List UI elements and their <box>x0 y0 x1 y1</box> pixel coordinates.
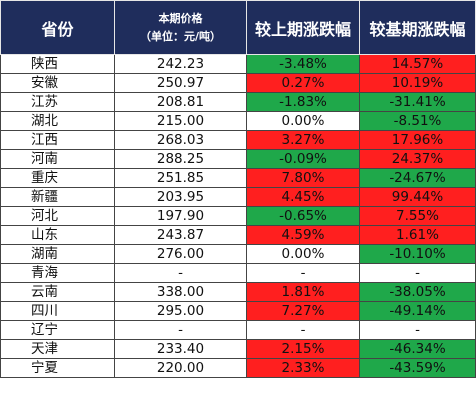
province-cell: 辽宁 <box>0 320 115 340</box>
table-row: 河北 197.90 -0.65% 7.55% <box>0 206 476 226</box>
province-cell: 河北 <box>0 206 115 226</box>
mom-change-cell: 2.15% <box>246 339 360 359</box>
table-header-row: 省份 本期价格 （单位：元/吨） 较上期涨跌幅 较基期涨跌幅 <box>0 0 476 55</box>
price-cell: 338.00 <box>114 282 247 302</box>
mom-change-cell: 1.81% <box>246 282 360 302</box>
province-cell: 云南 <box>0 282 115 302</box>
price-cell: 233.40 <box>114 339 247 359</box>
table-row: 云南 338.00 1.81% -38.05% <box>0 282 476 302</box>
table-row: 江西 268.03 3.27% 17.96% <box>0 130 476 150</box>
header-price-title: 本期价格 <box>158 11 203 25</box>
table-row: 安徽 250.97 0.27% 10.19% <box>0 73 476 93</box>
header-price-unit: （单位：元/吨） <box>139 29 222 43</box>
mom-change-cell: -0.09% <box>246 149 360 169</box>
table-row: 四川 295.00 7.27% -49.14% <box>0 301 476 321</box>
price-cell: 288.25 <box>114 149 247 169</box>
table-row: 新疆 203.95 4.45% 99.44% <box>0 187 476 207</box>
price-cell: 242.23 <box>114 54 247 74</box>
table-row: 湖北 215.00 0.00% -8.51% <box>0 111 476 131</box>
yoy-change-cell: - <box>359 263 476 283</box>
province-cell: 天津 <box>0 339 115 359</box>
mom-change-cell: -1.83% <box>246 92 360 112</box>
mom-change-cell: -3.48% <box>246 54 360 74</box>
price-cell: 215.00 <box>114 111 247 131</box>
yoy-change-cell: -43.59% <box>359 358 476 378</box>
mom-change-cell: 4.59% <box>246 225 360 245</box>
province-cell: 陕西 <box>0 54 115 74</box>
mom-change-cell: 7.27% <box>246 301 360 321</box>
table-row: 陕西 242.23 -3.48% 14.57% <box>0 54 476 74</box>
table-row: 河南 288.25 -0.09% 24.37% <box>0 149 476 169</box>
mom-change-cell: 0.27% <box>246 73 360 93</box>
province-cell: 安徽 <box>0 73 115 93</box>
province-cell: 青海 <box>0 263 115 283</box>
price-cell: 268.03 <box>114 130 247 150</box>
table-row: 江苏 208.81 -1.83% -31.41% <box>0 92 476 112</box>
province-cell: 重庆 <box>0 168 115 188</box>
price-cell: 295.00 <box>114 301 247 321</box>
mom-change-cell: - <box>246 263 360 283</box>
yoy-change-cell: -46.34% <box>359 339 476 359</box>
yoy-change-cell: 24.37% <box>359 149 476 169</box>
yoy-change-cell: -24.67% <box>359 168 476 188</box>
province-cell: 宁夏 <box>0 358 115 378</box>
table-row: 湖南 276.00 0.00% -10.10% <box>0 244 476 264</box>
table-row: 宁夏 220.00 2.33% -43.59% <box>0 358 476 378</box>
table-row: 山东 243.87 4.59% 1.61% <box>0 225 476 245</box>
yoy-change-cell: 7.55% <box>359 206 476 226</box>
province-cell: 湖南 <box>0 244 115 264</box>
mom-change-cell: 0.00% <box>246 111 360 131</box>
mom-change-cell: 7.80% <box>246 168 360 188</box>
price-cell: 197.90 <box>114 206 247 226</box>
price-change-table: 省份 本期价格 （单位：元/吨） 较上期涨跌幅 较基期涨跌幅 陕西 242.23-… <box>0 0 476 378</box>
mom-change-cell: 4.45% <box>246 187 360 207</box>
yoy-change-cell: -38.05% <box>359 282 476 302</box>
header-price: 本期价格 （单位：元/吨） <box>114 0 247 55</box>
province-cell: 江苏 <box>0 92 115 112</box>
yoy-change-cell: -49.14% <box>359 301 476 321</box>
yoy-change-cell: -8.51% <box>359 111 476 131</box>
yoy-change-cell: 17.96% <box>359 130 476 150</box>
yoy-change-cell: 10.19% <box>359 73 476 93</box>
header-yoy-change: 较基期涨跌幅 <box>359 0 476 55</box>
province-cell: 江西 <box>0 130 115 150</box>
price-cell: 203.95 <box>114 187 247 207</box>
yoy-change-cell: - <box>359 320 476 340</box>
price-cell: 243.87 <box>114 225 247 245</box>
province-cell: 河南 <box>0 149 115 169</box>
price-cell: 250.97 <box>114 73 247 93</box>
yoy-change-cell: 14.57% <box>359 54 476 74</box>
mom-change-cell: - <box>246 320 360 340</box>
price-cell: 220.00 <box>114 358 247 378</box>
mom-change-cell: 3.27% <box>246 130 360 150</box>
province-cell: 四川 <box>0 301 115 321</box>
yoy-change-cell: 1.61% <box>359 225 476 245</box>
mom-change-cell: 2.33% <box>246 358 360 378</box>
mom-change-cell: 0.00% <box>246 244 360 264</box>
header-mom-change: 较上期涨跌幅 <box>246 0 360 55</box>
province-cell: 新疆 <box>0 187 115 207</box>
table-row: 辽宁 - - - <box>0 320 476 340</box>
price-cell: 251.85 <box>114 168 247 188</box>
province-cell: 山东 <box>0 225 115 245</box>
yoy-change-cell: 99.44% <box>359 187 476 207</box>
price-cell: 208.81 <box>114 92 247 112</box>
price-cell: - <box>114 320 247 340</box>
province-cell: 湖北 <box>0 111 115 131</box>
price-cell: 276.00 <box>114 244 247 264</box>
price-cell: - <box>114 263 247 283</box>
yoy-change-cell: -31.41% <box>359 92 476 112</box>
mom-change-cell: -0.65% <box>246 206 360 226</box>
table-row: 重庆 251.85 7.80% -24.67% <box>0 168 476 188</box>
table-row: 青海 - - - <box>0 263 476 283</box>
yoy-change-cell: -10.10% <box>359 244 476 264</box>
table-row: 天津 233.40 2.15% -46.34% <box>0 339 476 359</box>
header-province: 省份 <box>0 0 115 55</box>
